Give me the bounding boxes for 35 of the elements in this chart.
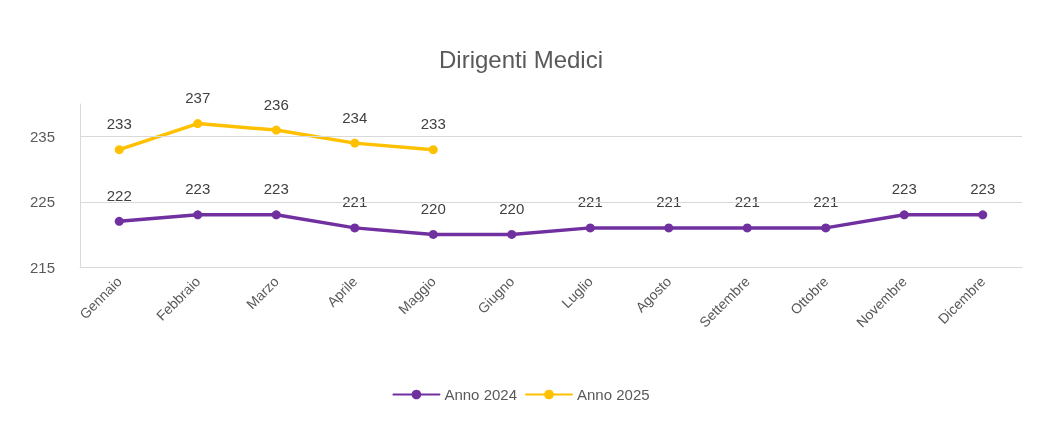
- y-tick-label: 225: [30, 193, 56, 211]
- point: [271, 125, 281, 135]
- point: [821, 223, 831, 233]
- y-tick-label: 235: [30, 128, 56, 146]
- legend-label: Anno 2025: [577, 386, 650, 403]
- data-label: 233: [420, 115, 446, 133]
- chart-title: Dirigenti Medici: [438, 45, 604, 73]
- point: [114, 145, 124, 155]
- data-label: 220: [499, 199, 525, 217]
- point: [193, 119, 203, 129]
- data-label: 223: [891, 180, 917, 198]
- point: [114, 216, 124, 226]
- point: [742, 223, 752, 233]
- data-label: 236: [263, 95, 289, 113]
- data-label: 233: [106, 115, 132, 133]
- data-label: 223: [263, 180, 289, 198]
- point: [978, 210, 988, 220]
- point: [350, 223, 360, 233]
- data-label: 237: [185, 89, 211, 107]
- point: [899, 210, 909, 220]
- point: [428, 145, 438, 155]
- data-label: 223: [185, 180, 211, 198]
- point: [664, 223, 674, 233]
- point: [350, 138, 360, 148]
- data-label: 234: [342, 108, 368, 126]
- point: [271, 210, 281, 220]
- data-label: 220: [420, 199, 446, 217]
- point: [507, 229, 517, 239]
- y-tick-label: 215: [30, 258, 56, 276]
- data-label: 223: [970, 180, 996, 198]
- data-label: 222: [106, 186, 132, 204]
- legend-label: Anno 2024: [444, 386, 518, 403]
- point: [428, 229, 438, 239]
- point: [193, 210, 203, 220]
- point: [585, 223, 595, 233]
